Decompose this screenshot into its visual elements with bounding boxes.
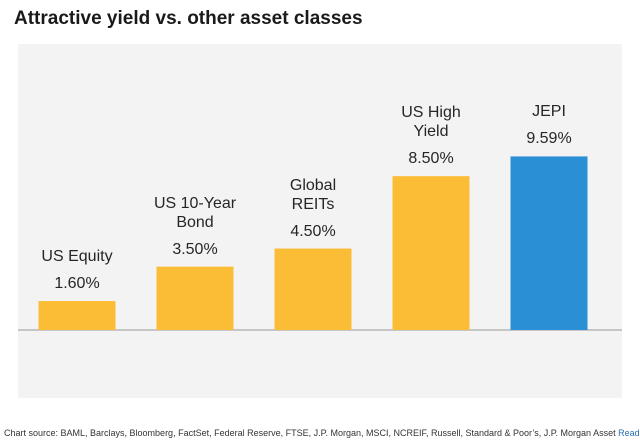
bar <box>510 156 588 330</box>
chart-title: Attractive yield vs. other asset classes <box>14 8 363 29</box>
value-label: 9.59% <box>526 130 572 148</box>
bar <box>156 266 234 330</box>
value-label: 8.50% <box>408 150 454 168</box>
bar-label-group: JEPI 9.59% <box>503 102 595 148</box>
bar-label-group: US High Yield 8.50% <box>385 103 477 168</box>
footer: Chart source: BAML, Barclays, Bloomberg,… <box>4 428 640 438</box>
value-label: 1.60% <box>54 275 100 293</box>
category-label: JEPI <box>532 103 566 121</box>
bar <box>38 301 116 330</box>
bar-label-group: Global REITs 4.50% <box>267 176 359 241</box>
source-note: Chart source: BAML, Barclays, Bloomberg,… <box>4 428 616 438</box>
bar <box>392 176 470 330</box>
category-label: US 10-Year Bond <box>153 194 237 231</box>
category-label: US Equity <box>41 248 113 266</box>
value-label: 3.50% <box>172 240 218 258</box>
category-label: Global REITs <box>289 176 337 213</box>
value-label: 4.50% <box>290 222 336 240</box>
bar-label-group: US Equity 1.60% <box>31 247 123 293</box>
bar <box>274 248 352 330</box>
bar-label-group: US 10-Year Bond 3.50% <box>149 194 241 259</box>
category-label: US High Yield <box>401 104 461 141</box>
read-more-link[interactable]: Read more <box>618 428 640 438</box>
